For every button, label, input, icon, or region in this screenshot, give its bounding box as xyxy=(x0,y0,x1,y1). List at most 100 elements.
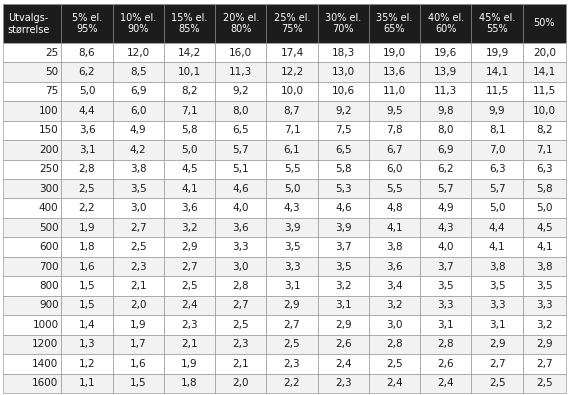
Bar xyxy=(420,374,472,393)
Bar xyxy=(266,315,318,335)
Bar xyxy=(523,276,566,296)
Text: 6,5: 6,5 xyxy=(335,145,352,155)
Text: 4,1: 4,1 xyxy=(489,242,505,252)
Bar xyxy=(472,315,523,335)
Text: 7,0: 7,0 xyxy=(489,145,505,155)
Bar xyxy=(318,315,369,335)
Text: 2,9: 2,9 xyxy=(181,242,198,252)
Text: 200: 200 xyxy=(39,145,59,155)
Text: 4,1: 4,1 xyxy=(536,242,552,252)
Bar xyxy=(472,198,523,218)
Text: 13,9: 13,9 xyxy=(434,67,457,77)
Text: 2,9: 2,9 xyxy=(284,301,300,310)
Bar xyxy=(113,296,164,315)
Bar xyxy=(215,335,266,354)
Bar xyxy=(3,179,61,198)
Bar xyxy=(472,4,523,43)
Bar xyxy=(472,179,523,198)
Bar xyxy=(420,62,472,82)
Text: 7,1: 7,1 xyxy=(536,145,552,155)
Text: 3,7: 3,7 xyxy=(438,261,454,272)
Bar xyxy=(266,62,318,82)
Text: 7,5: 7,5 xyxy=(335,125,352,135)
Text: 2,5: 2,5 xyxy=(79,184,95,194)
Bar xyxy=(472,160,523,179)
Bar xyxy=(215,179,266,198)
Bar xyxy=(472,218,523,237)
Bar xyxy=(318,296,369,315)
Bar xyxy=(472,276,523,296)
Bar xyxy=(113,198,164,218)
Bar xyxy=(420,218,472,237)
Text: 5,1: 5,1 xyxy=(233,164,249,174)
Text: 6,9: 6,9 xyxy=(130,87,147,96)
Bar xyxy=(164,335,215,354)
Text: 3,1: 3,1 xyxy=(438,320,454,330)
Bar xyxy=(472,101,523,121)
Text: 2,5: 2,5 xyxy=(130,242,147,252)
Bar xyxy=(164,62,215,82)
Text: 8,2: 8,2 xyxy=(536,125,552,135)
Text: 1,2: 1,2 xyxy=(79,359,95,369)
Text: 3,6: 3,6 xyxy=(79,125,95,135)
Text: 10,0: 10,0 xyxy=(533,106,556,116)
Text: 2,4: 2,4 xyxy=(438,378,454,388)
Bar xyxy=(61,4,113,43)
Bar xyxy=(369,101,420,121)
Bar xyxy=(472,140,523,160)
Bar xyxy=(164,237,215,257)
Text: 100: 100 xyxy=(39,106,59,116)
Text: 10,0: 10,0 xyxy=(281,87,303,96)
Bar xyxy=(523,4,566,43)
Text: 2,3: 2,3 xyxy=(181,320,198,330)
Text: 15% el.
85%: 15% el. 85% xyxy=(171,13,208,34)
Bar xyxy=(113,140,164,160)
Text: 6,3: 6,3 xyxy=(489,164,505,174)
Text: 2,8: 2,8 xyxy=(79,164,95,174)
Bar xyxy=(215,62,266,82)
Text: 2,0: 2,0 xyxy=(233,378,249,388)
Bar xyxy=(3,62,61,82)
Bar xyxy=(61,160,113,179)
Text: 2,4: 2,4 xyxy=(181,301,198,310)
Text: 20,0: 20,0 xyxy=(533,47,556,58)
Bar xyxy=(3,296,61,315)
Text: 20% el.
80%: 20% el. 80% xyxy=(222,13,259,34)
Text: 4,4: 4,4 xyxy=(79,106,95,116)
Text: 5,7: 5,7 xyxy=(438,184,454,194)
Bar xyxy=(472,374,523,393)
Text: 300: 300 xyxy=(39,184,59,194)
Bar xyxy=(3,121,61,140)
Text: 25% el.
75%: 25% el. 75% xyxy=(274,13,310,34)
Text: 8,0: 8,0 xyxy=(438,125,454,135)
Text: 45% el.
55%: 45% el. 55% xyxy=(479,13,516,34)
Text: 3,7: 3,7 xyxy=(335,242,352,252)
Text: 3,1: 3,1 xyxy=(489,320,505,330)
Text: 7,1: 7,1 xyxy=(284,125,300,135)
Bar xyxy=(369,121,420,140)
Text: 3,4: 3,4 xyxy=(386,281,403,291)
Text: 3,5: 3,5 xyxy=(438,281,454,291)
Text: 3,5: 3,5 xyxy=(284,242,300,252)
Bar xyxy=(3,257,61,276)
Bar xyxy=(266,140,318,160)
Text: 17,4: 17,4 xyxy=(281,47,304,58)
Text: 2,6: 2,6 xyxy=(438,359,454,369)
Bar xyxy=(164,374,215,393)
Text: 2,7: 2,7 xyxy=(233,301,249,310)
Bar xyxy=(215,354,266,374)
Text: 14,1: 14,1 xyxy=(485,67,509,77)
Bar xyxy=(61,82,113,101)
Text: 1,6: 1,6 xyxy=(79,261,95,272)
Bar xyxy=(523,140,566,160)
Text: 2,1: 2,1 xyxy=(233,359,249,369)
Text: 2,9: 2,9 xyxy=(536,339,552,350)
Bar xyxy=(472,121,523,140)
Text: 1,9: 1,9 xyxy=(130,320,147,330)
Text: 3,1: 3,1 xyxy=(79,145,95,155)
Bar xyxy=(3,374,61,393)
Text: 40% el.
60%: 40% el. 60% xyxy=(428,13,464,34)
Text: 1,7: 1,7 xyxy=(130,339,147,350)
Text: 4,3: 4,3 xyxy=(438,223,454,233)
Text: 1,9: 1,9 xyxy=(79,223,95,233)
